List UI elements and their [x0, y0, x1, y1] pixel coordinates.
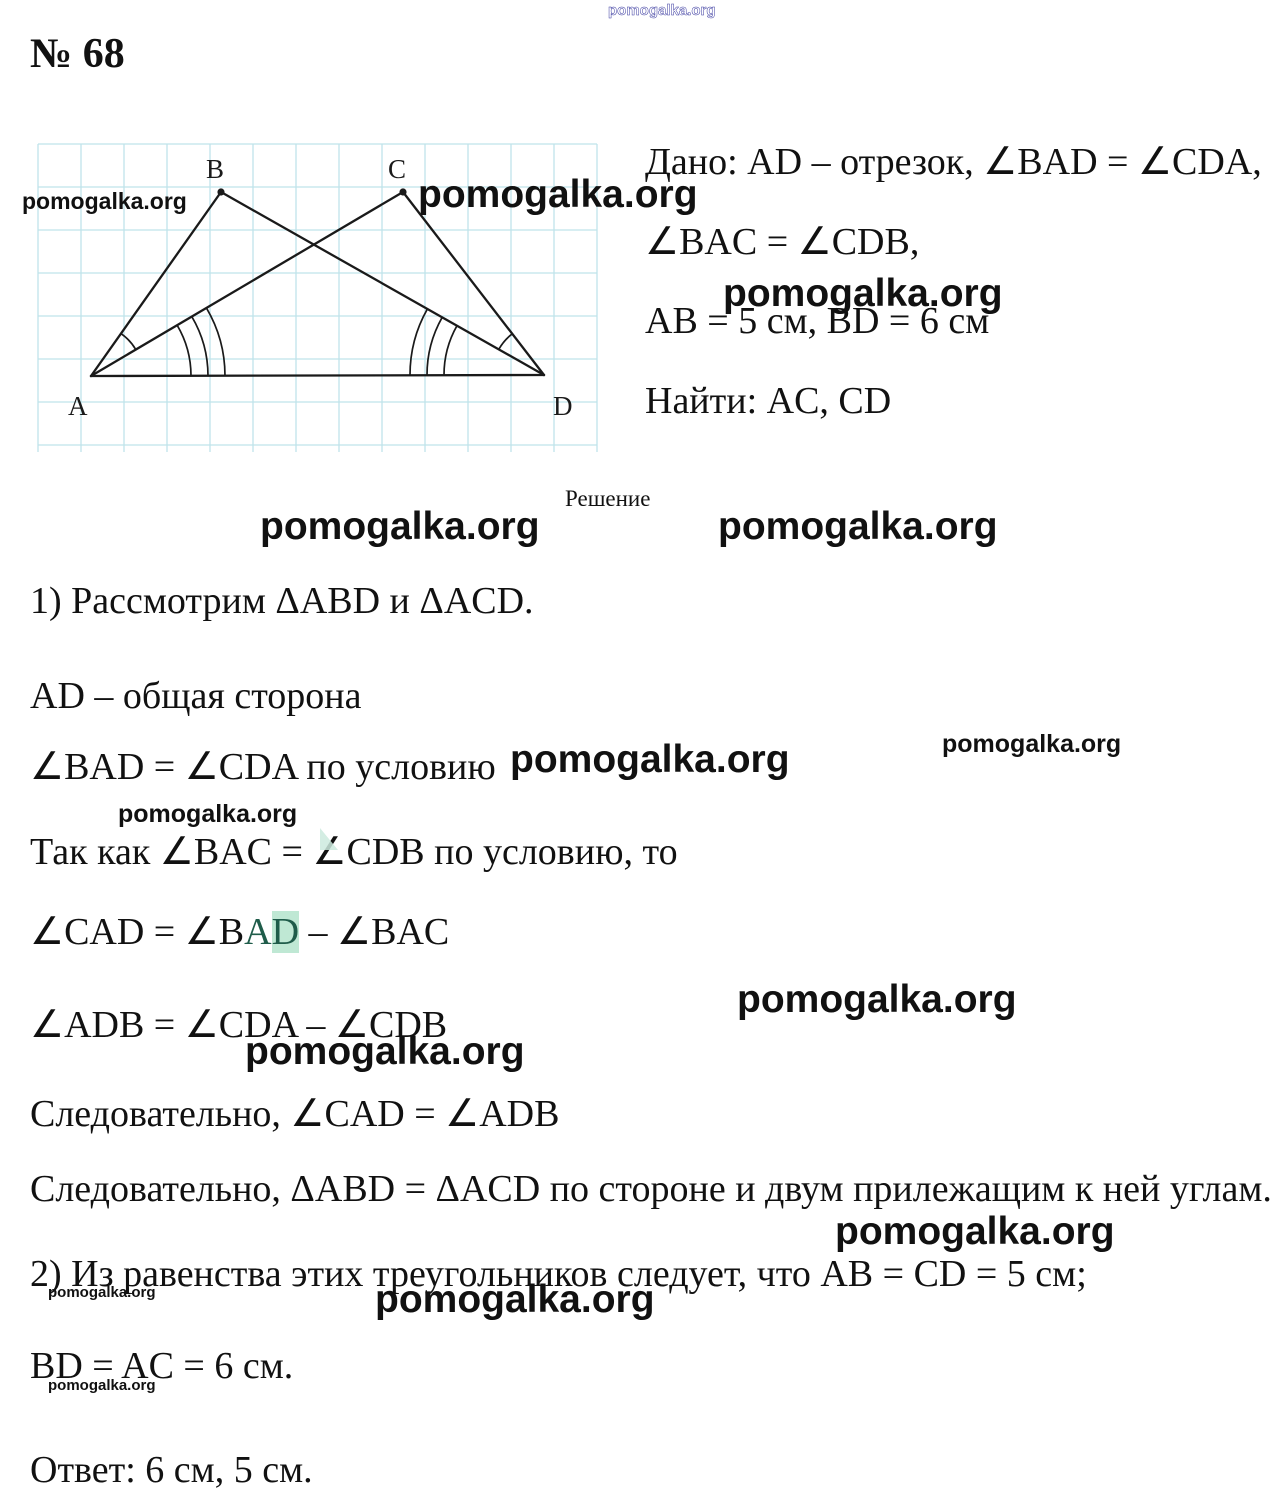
svg-text:A: A [68, 391, 88, 421]
svg-text:C: C [388, 154, 406, 184]
svg-text:B: B [206, 154, 224, 184]
svg-text:D: D [553, 391, 573, 421]
